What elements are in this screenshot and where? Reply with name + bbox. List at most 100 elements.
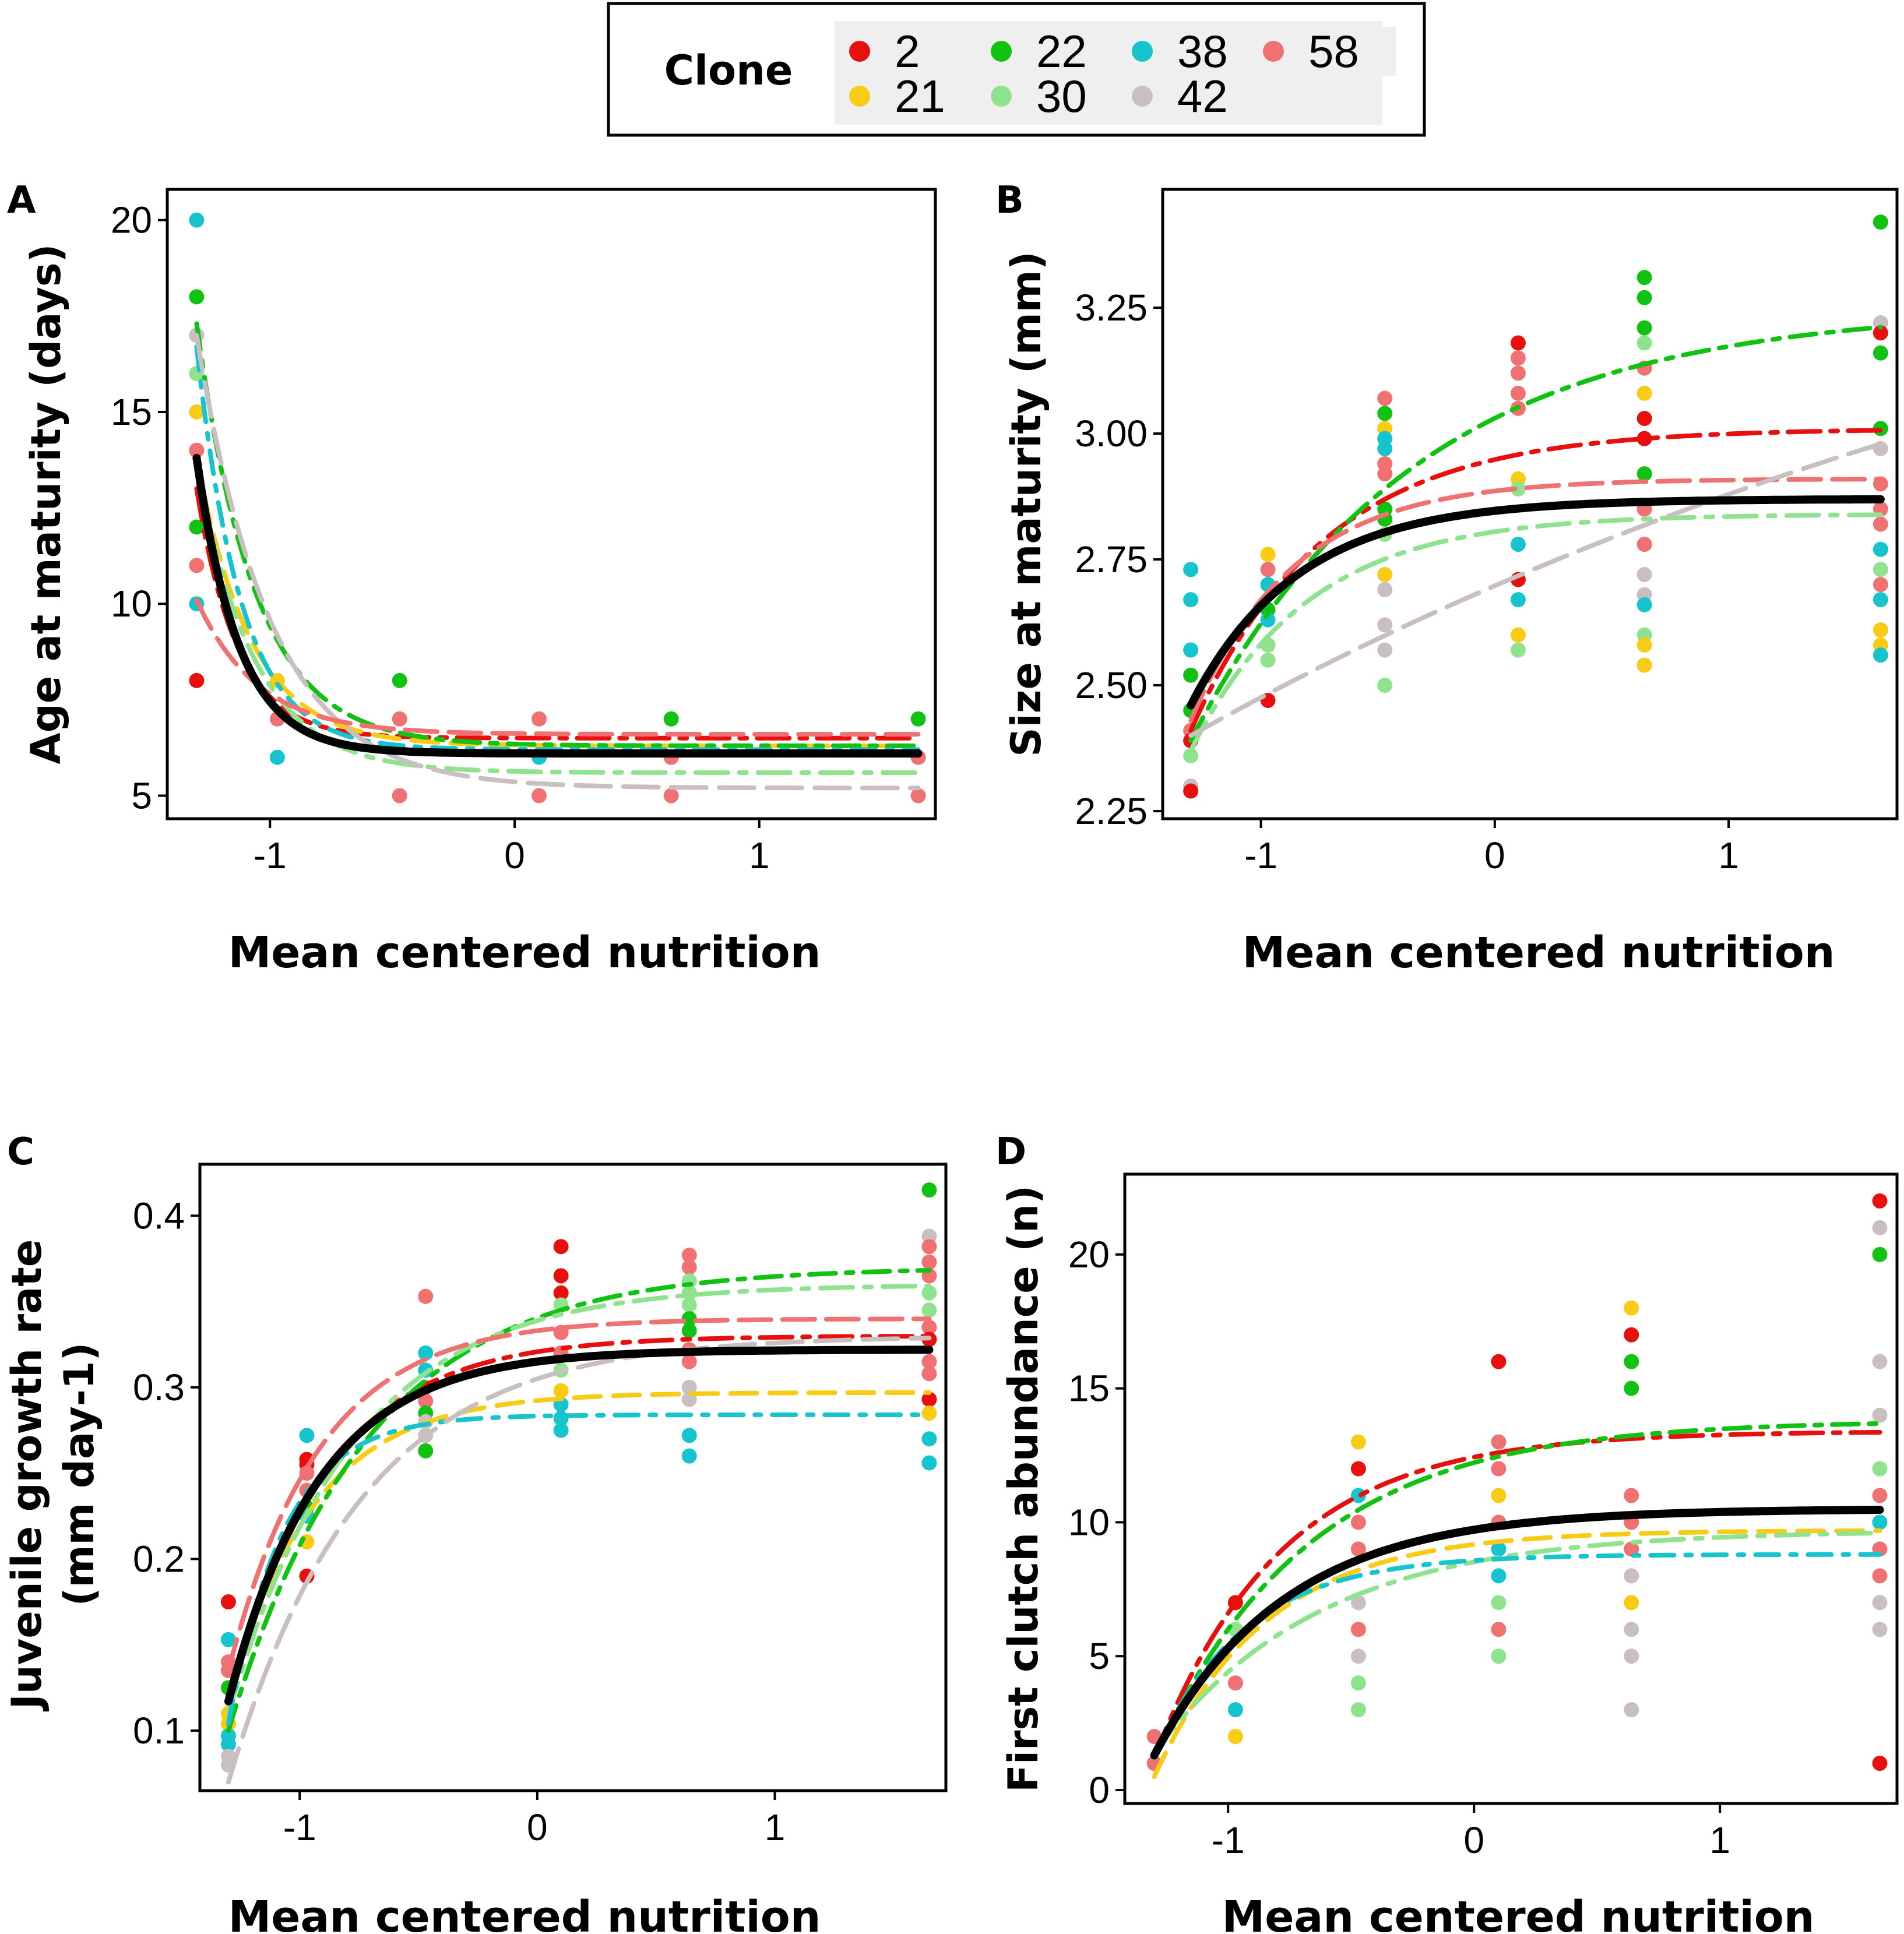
point-clone-58: [1350, 1514, 1366, 1530]
point-clone-42: [1636, 566, 1652, 582]
y-tick-label: 2.25: [1075, 790, 1148, 832]
point-clone-22: [1636, 466, 1652, 482]
point-clone-38: [681, 1448, 697, 1464]
point-clone-22: [1624, 1380, 1639, 1396]
y-tick-label: 10: [1068, 1501, 1110, 1543]
fit-clone-58: [226, 1316, 932, 1673]
point-clone-38: [1510, 537, 1526, 552]
y-tick-label: 3.00: [1075, 413, 1148, 455]
x-tick-label: -1: [1212, 1819, 1245, 1861]
point-clone-2: [921, 1392, 937, 1407]
point-clone-42: [1872, 1622, 1888, 1637]
point-clone-38: [1491, 1541, 1507, 1557]
point-clone-38: [1873, 592, 1888, 608]
point-clone-58: [1260, 562, 1276, 577]
legend-entry-38: 38: [1132, 26, 1228, 77]
panel-letter-B: B: [995, 179, 1024, 222]
point-clone-30: [1510, 642, 1526, 658]
point-clone-2: [1636, 431, 1652, 446]
point-clone-21: [921, 1405, 937, 1421]
point-clone-21: [1636, 385, 1652, 401]
point-clone-58: [921, 1319, 937, 1335]
point-clone-22: [663, 711, 679, 727]
x-tick-label: 0: [504, 834, 525, 876]
x-axis-label-A: Mean centered nutrition: [228, 928, 821, 978]
fit-clone-30: [226, 1283, 932, 1716]
point-clone-38: [299, 1428, 315, 1443]
point-clone-58: [1491, 1461, 1507, 1477]
point-clone-21: [1377, 566, 1393, 582]
y-tick-label: 0.1: [133, 1710, 185, 1752]
point-clone-58: [1491, 1434, 1507, 1450]
point-clone-42: [1377, 582, 1393, 597]
point-clone-58: [921, 1366, 937, 1382]
point-clone-38: [921, 1431, 937, 1447]
plot-frame-D: [1123, 1172, 1899, 1805]
x-tick-label: 1: [765, 1806, 786, 1848]
point-clone-58: [189, 442, 205, 458]
point-clone-58: [1377, 390, 1393, 406]
point-clone-30: [921, 1285, 937, 1301]
x-tick-label: -1: [283, 1806, 316, 1848]
legend-label-42: 42: [1177, 71, 1228, 122]
point-clone-22: [1183, 667, 1199, 683]
point-clone-58: [921, 1239, 937, 1255]
plot-frame-C: [198, 1162, 948, 1792]
fit-clone-21: [1152, 1528, 1882, 1779]
point-clone-30: [1350, 1675, 1366, 1691]
point-clone-2: [553, 1268, 569, 1284]
point-clone-21: [1624, 1595, 1639, 1611]
point-clone-30: [1872, 1461, 1888, 1477]
x-tick-label: -1: [1244, 834, 1277, 876]
point-clone-58: [1873, 577, 1888, 593]
legend-marker-2: [849, 41, 870, 62]
fit-clone-30: [1188, 512, 1883, 753]
point-clone-21: [1227, 1729, 1243, 1745]
point-clone-30: [1636, 335, 1652, 351]
y-axis-label-D: First clutch abundance (n): [999, 1185, 1047, 1792]
point-clone-30: [921, 1302, 937, 1318]
fits-B: [1187, 325, 1885, 753]
fit-overall: [1150, 1506, 1884, 1760]
point-clone-42: [1872, 1354, 1888, 1369]
point-clone-21: [1491, 1488, 1507, 1503]
point-clone-42: [1624, 1648, 1639, 1664]
fit-clone-2: [226, 1334, 932, 1699]
point-clone-21: [1260, 547, 1276, 562]
x-tick-label: 1: [1718, 834, 1739, 876]
point-clone-22: [1636, 320, 1652, 336]
x-tick-label: 0: [1463, 1819, 1484, 1861]
x-axis-label-C: Mean centered nutrition: [228, 1892, 821, 1934]
point-clone-38: [1183, 562, 1199, 577]
point-clone-42: [1624, 1568, 1639, 1584]
y-axis-label-C: Juvenile growth rate (mm day-1): [3, 1239, 103, 1711]
x-tick-label: 0: [527, 1806, 548, 1848]
point-clone-38: [269, 749, 285, 765]
point-clone-58: [189, 558, 205, 573]
point-clone-38: [921, 1455, 937, 1471]
point-clone-58: [418, 1393, 434, 1409]
point-clone-58: [392, 788, 407, 804]
point-clone-42: [1872, 1595, 1888, 1611]
point-clone-22: [910, 711, 926, 727]
y-axis-label-B: Size at maturity (mm): [1002, 251, 1050, 756]
legend-label-30: 30: [1036, 71, 1087, 122]
point-clone-30: [1377, 678, 1393, 693]
fit-clone-38: [226, 1412, 932, 1727]
point-clone-58: [532, 788, 547, 804]
x-tick-label: 0: [1484, 834, 1505, 876]
point-clone-58: [681, 1248, 697, 1263]
legend-entry-58: 58: [1253, 26, 1396, 77]
point-clone-42: [1624, 1702, 1639, 1718]
point-clone-22: [681, 1311, 697, 1327]
legend-entry-42: 42: [1132, 71, 1228, 122]
y-tick-label: 15: [111, 391, 152, 433]
point-clone-42: [1350, 1595, 1366, 1611]
point-clone-38: [1491, 1568, 1507, 1584]
point-clone-2: [1350, 1461, 1366, 1477]
fit-clone-22: [194, 321, 921, 748]
